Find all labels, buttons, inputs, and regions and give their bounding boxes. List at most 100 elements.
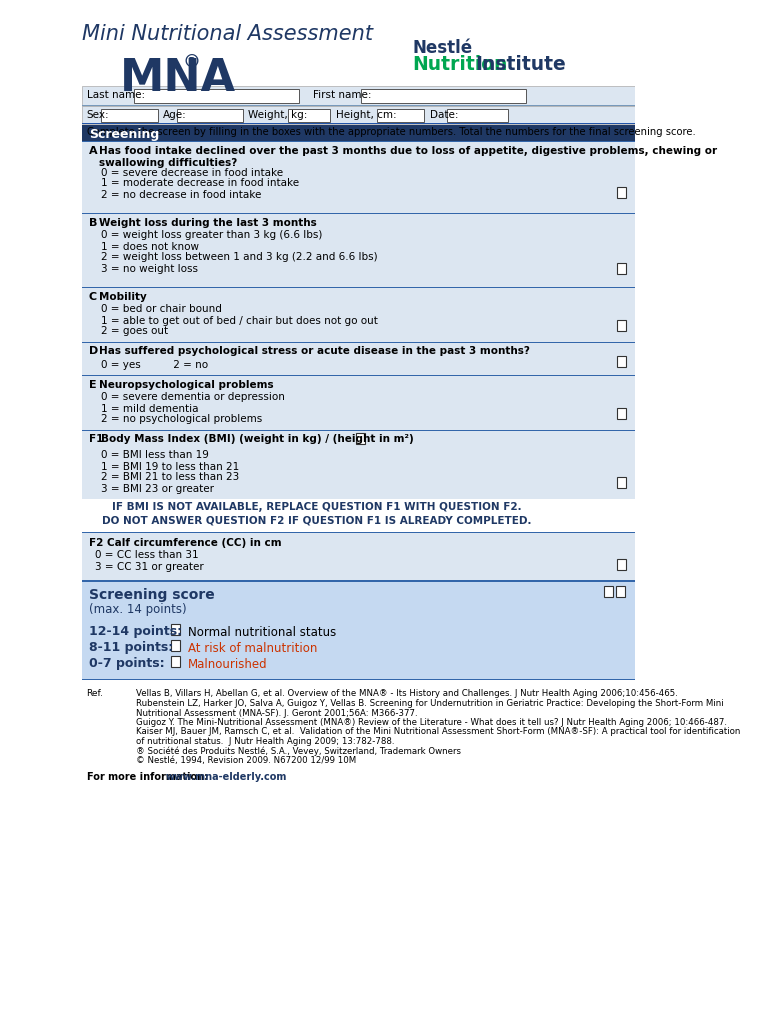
Text: 3 = CC 31 or greater: 3 = CC 31 or greater xyxy=(95,561,203,571)
Text: Age:: Age: xyxy=(163,110,187,120)
Text: Sex:: Sex: xyxy=(86,110,109,120)
Text: 1 = mild dementia: 1 = mild dementia xyxy=(101,403,198,414)
Bar xyxy=(171,640,179,650)
Text: Last name:: Last name: xyxy=(86,90,145,100)
Bar xyxy=(604,586,613,597)
Text: For more information:: For more information: xyxy=(86,771,211,781)
Text: Neuropsychological problems: Neuropsychological problems xyxy=(99,380,273,389)
Text: E: E xyxy=(89,380,96,389)
Text: MNA: MNA xyxy=(119,57,236,100)
Bar xyxy=(82,342,634,376)
Text: Institute: Institute xyxy=(475,55,566,74)
Text: Guigoz Y. The Mini-Nutritional Assessment (MNA®) Review of the Literature - What: Guigoz Y. The Mini-Nutritional Assessmen… xyxy=(136,718,727,727)
Text: 0 = weight loss greater than 3 kg (6.6 lbs): 0 = weight loss greater than 3 kg (6.6 l… xyxy=(101,230,322,241)
Text: D: D xyxy=(89,346,99,356)
Text: Mobility: Mobility xyxy=(99,292,146,301)
Bar xyxy=(82,288,634,342)
Bar xyxy=(177,109,243,122)
Text: Nestlé: Nestlé xyxy=(412,39,472,57)
Text: Height, cm:: Height, cm: xyxy=(336,110,397,120)
Text: Vellas B, Villars H, Abellan G, et al. Overview of the MNA® - Its History and Ch: Vellas B, Villars H, Abellan G, et al. O… xyxy=(136,689,678,698)
Text: Screening score: Screening score xyxy=(89,588,215,601)
Bar xyxy=(618,319,626,331)
Bar xyxy=(82,213,634,288)
Bar xyxy=(82,532,634,581)
Bar xyxy=(82,106,634,124)
Bar xyxy=(618,408,626,419)
Bar xyxy=(82,582,634,680)
Text: DO NOT ANSWER QUESTION F2 IF QUESTION F1 IS ALREADY COMPLETED.: DO NOT ANSWER QUESTION F2 IF QUESTION F1… xyxy=(102,515,532,525)
Text: www.mna-elderly.com: www.mna-elderly.com xyxy=(166,771,287,781)
Text: Ref.: Ref. xyxy=(86,689,103,698)
Text: Complete the screen by filling in the boxes with the appropriate numbers. Total : Complete the screen by filling in the bo… xyxy=(86,127,695,137)
Text: Mini Nutritional Assessment: Mini Nutritional Assessment xyxy=(82,24,373,44)
Text: Kaiser MJ, Bauer JM, Ramsch C, et al.  Validation of the Mini Nutritional Assess: Kaiser MJ, Bauer JM, Ramsch C, et al. Va… xyxy=(136,727,740,736)
Text: At risk of malnutrition: At risk of malnutrition xyxy=(188,641,317,654)
Text: 0 = severe dementia or depression: 0 = severe dementia or depression xyxy=(101,392,284,402)
Bar xyxy=(82,430,634,499)
Text: Nutrition: Nutrition xyxy=(412,55,507,74)
Text: 1 = does not know: 1 = does not know xyxy=(101,242,199,252)
Text: 0 = severe decrease in food intake: 0 = severe decrease in food intake xyxy=(101,168,283,177)
Text: Screening: Screening xyxy=(89,128,159,141)
Text: 0 = CC less than 31: 0 = CC less than 31 xyxy=(95,551,199,560)
Bar xyxy=(356,432,365,443)
Text: A: A xyxy=(89,145,98,156)
Text: 8-11 points:: 8-11 points: xyxy=(89,641,173,654)
Bar xyxy=(134,89,299,103)
Text: 1 = moderate decrease in food intake: 1 = moderate decrease in food intake xyxy=(101,178,299,188)
Bar xyxy=(171,655,179,667)
Text: Malnourished: Malnourished xyxy=(188,657,267,671)
Bar xyxy=(615,586,624,597)
Text: Has suffered psychological stress or acute disease in the past 3 months?: Has suffered psychological stress or acu… xyxy=(99,346,530,356)
Bar xyxy=(82,86,634,106)
Bar xyxy=(618,262,626,273)
Text: IF BMI IS NOT AVAILABLE, REPLACE QUESTION F1 WITH QUESTION F2.: IF BMI IS NOT AVAILABLE, REPLACE QUESTIO… xyxy=(112,503,522,512)
Text: 2 = weight loss between 1 and 3 kg (2.2 and 6.6 lbs): 2 = weight loss between 1 and 3 kg (2.2 … xyxy=(101,253,377,262)
Text: 3 = no weight loss: 3 = no weight loss xyxy=(101,263,198,273)
Text: B: B xyxy=(89,217,97,227)
Text: 1 = able to get out of bed / chair but does not go out: 1 = able to get out of bed / chair but d… xyxy=(101,315,377,326)
Bar xyxy=(361,89,526,103)
Text: F1: F1 xyxy=(89,434,103,444)
Bar xyxy=(447,109,508,122)
Text: 2 = no decrease in food intake: 2 = no decrease in food intake xyxy=(101,189,261,200)
Text: 0 = yes          2 = no: 0 = yes 2 = no xyxy=(101,359,208,370)
Text: (max. 14 points): (max. 14 points) xyxy=(89,602,186,615)
Text: 12-14 points:: 12-14 points: xyxy=(89,626,182,639)
Text: 0 = BMI less than 19: 0 = BMI less than 19 xyxy=(101,451,209,461)
Text: F2 Calf circumference (CC) in cm: F2 Calf circumference (CC) in cm xyxy=(89,538,282,548)
Text: © Nestlé, 1994, Revision 2009. N67200 12/99 10M: © Nestlé, 1994, Revision 2009. N67200 12… xyxy=(136,756,357,765)
Text: of nutritional status.  J Nutr Health Aging 2009; 13:782-788.: of nutritional status. J Nutr Health Agi… xyxy=(136,737,394,746)
Bar xyxy=(287,109,330,122)
Text: 3 = BMI 23 or greater: 3 = BMI 23 or greater xyxy=(101,483,213,494)
Text: ®: ® xyxy=(183,54,201,72)
Text: 2 = no psychological problems: 2 = no psychological problems xyxy=(101,415,262,425)
Text: 2 = BMI 21 to less than 23: 2 = BMI 21 to less than 23 xyxy=(101,472,239,482)
Text: Has food intake declined over the past 3 months due to loss of appetite, digesti: Has food intake declined over the past 3… xyxy=(99,145,717,168)
Text: Nutritional Assessment (MNA-SF). J. Geront 2001;56A: M366-377.: Nutritional Assessment (MNA-SF). J. Gero… xyxy=(136,709,417,718)
Text: First name:: First name: xyxy=(313,90,372,100)
Bar xyxy=(618,186,626,198)
Text: Weight loss during the last 3 months: Weight loss during the last 3 months xyxy=(99,217,316,227)
Bar xyxy=(101,109,158,122)
Bar xyxy=(618,558,626,569)
Text: Rubenstein LZ, Harker JO, Salva A, Guigoz Y, Vellas B. Screening for Undernutrit: Rubenstein LZ, Harker JO, Salva A, Guigo… xyxy=(136,699,724,708)
Bar xyxy=(82,376,634,430)
Bar xyxy=(618,355,626,367)
Text: ® Société des Produits Nestlé, S.A., Vevey, Switzerland, Trademark Owners: ® Société des Produits Nestlé, S.A., Vev… xyxy=(136,746,461,756)
Bar xyxy=(82,125,634,141)
Bar xyxy=(82,141,634,213)
Text: 0-7 points:: 0-7 points: xyxy=(89,657,165,671)
Text: 1 = BMI 19 to less than 21: 1 = BMI 19 to less than 21 xyxy=(101,462,239,471)
Text: C: C xyxy=(89,292,97,301)
Bar xyxy=(171,624,179,635)
Text: Date:: Date: xyxy=(430,110,459,120)
Text: Weight, kg:: Weight, kg: xyxy=(248,110,307,120)
Text: 0 = bed or chair bound: 0 = bed or chair bound xyxy=(101,304,222,314)
Text: Body Mass Index (BMI) (weight in kg) / (height in m²): Body Mass Index (BMI) (weight in kg) / (… xyxy=(102,434,414,444)
Bar xyxy=(377,109,424,122)
Text: Normal nutritional status: Normal nutritional status xyxy=(188,626,336,639)
Text: 2 = goes out: 2 = goes out xyxy=(101,327,168,337)
Bar xyxy=(82,123,634,124)
